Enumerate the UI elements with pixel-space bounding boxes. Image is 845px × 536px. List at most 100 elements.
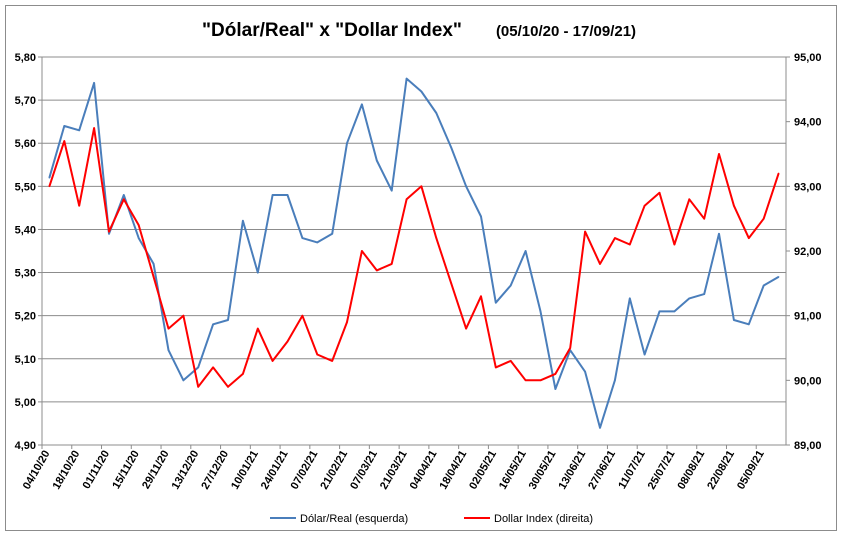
data-point (301, 237, 304, 239)
x-tick-label: 13/06/21 (556, 449, 588, 492)
x-tick-label: 22/08/21 (705, 449, 737, 492)
data-point (286, 194, 289, 196)
data-point (78, 204, 80, 207)
data-point (346, 321, 348, 323)
data-point (376, 269, 378, 272)
x-tick-label: 30/05/21 (527, 449, 559, 492)
x-tick-label: 18/04/21 (437, 449, 469, 492)
data-point (762, 217, 765, 220)
data-point (331, 233, 334, 235)
data-point (93, 82, 95, 84)
x-tick-label: 08/08/21 (676, 449, 708, 492)
data-point (286, 340, 289, 343)
data-point (688, 297, 691, 300)
data-point (673, 243, 676, 246)
y-left-tick-label: 5,20 (15, 311, 36, 323)
data-point (495, 366, 497, 369)
data-point (658, 192, 661, 194)
data-point (614, 379, 616, 382)
y-right-tick-label: 89,00 (794, 440, 822, 452)
chart-subtitle: (05/10/20 - 17/09/21) (496, 23, 636, 40)
x-tick-label: 29/11/20 (140, 449, 172, 492)
data-point (643, 353, 646, 356)
data-point (748, 323, 750, 326)
data-point (271, 360, 274, 362)
x-tick-label: 07/02/21 (289, 449, 321, 492)
data-point (78, 129, 80, 132)
data-point (733, 319, 735, 321)
data-point (316, 353, 319, 356)
data-point (435, 237, 438, 239)
data-point (539, 310, 542, 313)
data-point (718, 153, 720, 155)
data-point (361, 250, 363, 252)
data-point (390, 189, 393, 192)
y-left-tick-label: 5,10 (15, 354, 36, 366)
data-point (242, 220, 244, 222)
data-point (629, 297, 631, 300)
y-left-tick-label: 5,30 (15, 268, 36, 280)
data-point (584, 230, 586, 233)
data-point (539, 379, 542, 382)
data-point (123, 198, 125, 201)
x-tick-label: 25/07/21 (646, 449, 678, 492)
data-point (108, 233, 110, 235)
data-point (212, 366, 214, 369)
data-point (599, 263, 601, 265)
data-point (450, 282, 453, 285)
x-tick-label: 27/12/20 (199, 449, 231, 492)
data-point (212, 323, 214, 326)
y-left-tick-label: 5,00 (15, 397, 36, 409)
data-point (271, 194, 274, 196)
y-left-tick-label: 5,70 (15, 95, 36, 107)
data-point (420, 90, 423, 93)
x-tick-label: 04/10/20 (21, 449, 53, 492)
data-point (182, 379, 185, 382)
legend-label: Dollar Index (direita) (494, 513, 593, 525)
data-point (257, 271, 259, 274)
data-point (197, 386, 199, 388)
data-point (435, 112, 438, 114)
data-point (346, 142, 348, 144)
x-tick-label: 27/06/21 (586, 449, 618, 492)
data-point (688, 198, 691, 201)
y-left-tick-label: 4,90 (15, 440, 36, 452)
x-tick-label: 13/12/20 (170, 449, 202, 492)
data-point (376, 159, 378, 162)
data-point (599, 427, 601, 429)
x-tick-label: 01/11/20 (81, 449, 113, 492)
legend-label: Dólar/Real (esquerda) (300, 513, 408, 525)
data-point (673, 310, 676, 313)
data-point (733, 204, 735, 207)
data-point (361, 103, 363, 106)
x-tick-label: 02/05/21 (467, 449, 499, 492)
axis-layer: 4,90 5,00 5,10 5,20 5,30 5,40 5,50 5,60 5,70 5,80… (15, 52, 822, 492)
y-right-tick-label: 95,00 (794, 52, 822, 64)
data-point (569, 347, 571, 349)
x-tick-label: 05/09/21 (735, 449, 767, 492)
chart-title: "Dólar/Real" x "Dollar Index" (202, 20, 462, 41)
data-point (197, 366, 199, 369)
data-point (123, 194, 125, 196)
x-tick-label: 11/07/21 (616, 449, 648, 492)
data-point (257, 327, 259, 330)
data-point (331, 360, 334, 362)
x-tick-label: 10/01/21 (229, 449, 261, 492)
data-point (658, 310, 661, 313)
data-point (301, 314, 304, 317)
data-point (167, 327, 170, 330)
data-point (450, 146, 453, 149)
x-tick-label: 15/11/20 (110, 449, 142, 492)
data-point (465, 327, 467, 330)
y-right-tick-label: 90,00 (794, 375, 822, 387)
data-point (495, 301, 497, 304)
data-point (777, 172, 780, 175)
y-right-tick-label: 94,00 (794, 117, 822, 129)
data-point (242, 373, 244, 375)
data-point (182, 314, 185, 317)
data-point (748, 237, 750, 239)
data-point (63, 140, 66, 142)
data-point (762, 284, 765, 287)
y-left-tick-label: 5,80 (15, 52, 36, 64)
x-tick-label: 21/02/21 (318, 449, 350, 492)
